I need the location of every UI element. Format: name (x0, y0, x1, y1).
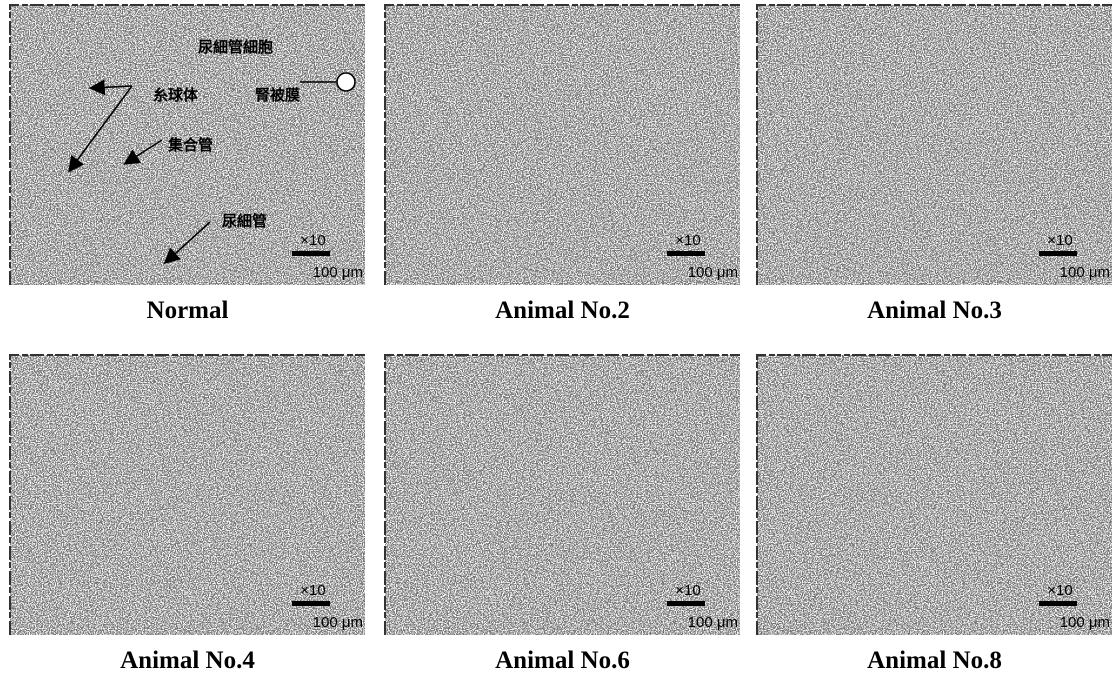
scale-bar (292, 601, 330, 606)
magnification: ×10 (675, 232, 700, 249)
annotation: 尿細管 (222, 212, 267, 230)
scale-bar (667, 601, 705, 606)
panel: ×10 100 μm Animal No.8 (757, 355, 1112, 674)
magnification: ×10 (1047, 232, 1072, 249)
caption: Animal No.2 (495, 297, 630, 324)
caption: Animal No.8 (867, 647, 1002, 674)
scale-label: 100 μm (688, 614, 738, 631)
annotation: 糸球体 (153, 86, 199, 104)
panel: ×10 100 μm Animal No.4 (10, 355, 365, 674)
annotation: 尿細管細胞 (198, 38, 273, 56)
scale-label: 100 μm (1060, 264, 1110, 281)
scale-bar (1039, 251, 1077, 256)
panel: ×10 100 μm Animal No.3 (757, 5, 1112, 324)
scale-bar (667, 251, 705, 256)
caption: Animal No.3 (867, 297, 1002, 324)
scale-bar (1039, 601, 1077, 606)
scale-label: 100 μm (313, 614, 363, 631)
annotation: 集合管 (167, 136, 213, 154)
magnification: ×10 (675, 582, 700, 599)
scale-label: 100 μm (1060, 614, 1110, 631)
magnification: ×10 (1047, 582, 1072, 599)
annotation: 腎被膜 (255, 86, 300, 104)
caption: Normal (147, 297, 229, 324)
caption: Animal No.4 (120, 647, 255, 674)
figure: ×10 100 μm Normal 尿細管細胞糸球体 腎被膜集合管尿細管 ×10 100 μ… (0, 0, 1120, 690)
magnification: ×10 (300, 232, 325, 249)
panel: ×10 100 μm Animal No.2 (385, 5, 740, 324)
panel: ×10 100 μm Animal No.6 (385, 355, 740, 674)
caption: Animal No.6 (495, 647, 630, 674)
scale-label: 100 μm (313, 264, 363, 281)
scale-bar (292, 251, 330, 256)
magnification: ×10 (300, 582, 325, 599)
scale-label: 100 μm (688, 264, 738, 281)
